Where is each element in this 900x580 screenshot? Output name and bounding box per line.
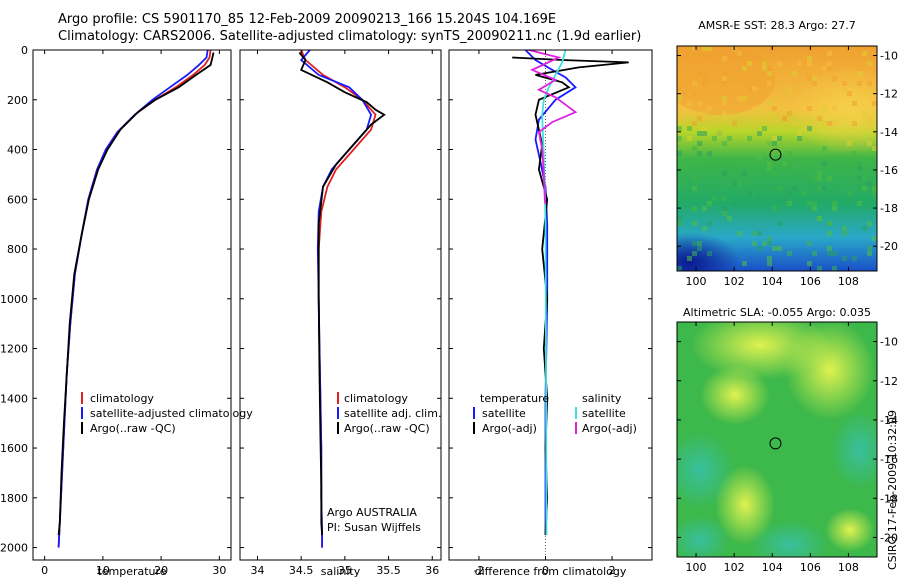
legend-label-argo: Argo(..raw -QC) — [344, 422, 430, 435]
salinity-profile-panel: 34 34.5 35 35.5 36 salinity — [239, 49, 442, 578]
x-axis-label: salinity — [321, 565, 361, 578]
map-y-tick-label: -10 — [880, 50, 898, 63]
x-tick-label: 34.5 — [289, 564, 314, 577]
series-line-climatology — [300, 49, 377, 548]
plot-frame — [448, 49, 653, 561]
map-y-tick-label: -20 — [880, 531, 898, 544]
map-x-tick-label: 106 — [800, 561, 821, 574]
x-tick-label: -2 — [473, 564, 484, 577]
x-tick-label: 20 — [154, 564, 168, 577]
legend-label-satellite-adj: satellite adj. clim. — [344, 407, 441, 420]
legend-label-argo: Argo(..raw -QC) — [90, 422, 176, 435]
legend-label-climatology: climatology — [90, 392, 154, 405]
credit-line-1: Argo AUSTRALIA — [327, 506, 417, 519]
map-y-tick-label: -16 — [880, 453, 898, 466]
legend-heading-salinity: salinity — [582, 392, 622, 405]
series-line-satellite-adjusted-climatology — [57, 49, 209, 548]
map-y-tick-label: -10 — [880, 336, 898, 349]
map-x-tick-label: 108 — [838, 275, 859, 288]
x-tick-label: 0 — [41, 564, 48, 577]
x-tick-label: 2 — [609, 564, 616, 577]
y-tick-label: 1400 — [0, 392, 28, 405]
sla-map-title: Altimetric SLA: -0.055 Argo: 0.035 — [683, 306, 871, 319]
temperature-legend: climatology satellite-adjusted climatolo… — [81, 392, 253, 435]
x-tick-label: 35 — [338, 564, 352, 577]
argo-position-marker — [769, 148, 782, 161]
x-tick-label: 35.5 — [376, 564, 401, 577]
legend-heading-temperature: temperature — [480, 392, 549, 405]
temperature-profile-panel: 0 10 20 30 0 200 400 600 800 1000 1200 1400 1600 1800… — [0, 44, 232, 578]
climatology-title: Climatology: CARS2006. Satellite-adjuste… — [58, 29, 642, 44]
series-line-satellite — [541, 49, 567, 536]
y-tick-label: 1200 — [0, 343, 28, 356]
map-y-tick-label: -14 — [880, 126, 898, 139]
plot-frame — [32, 49, 232, 561]
y-tick-label: 400 — [7, 144, 28, 157]
x-tick-label: 0 — [542, 564, 549, 577]
x-axis-label: difference from climatology — [475, 565, 627, 578]
sla-map-panel: Altimetric SLA: -0.055 Argo: 0.035 100 10… — [676, 306, 898, 574]
y-tick-label: 1600 — [0, 442, 28, 455]
map-x-tick-label: 100 — [686, 275, 707, 288]
map-y-tick-label: -18 — [880, 202, 898, 215]
map-x-tick-label: 102 — [724, 561, 745, 574]
y-tick-label: 1800 — [0, 492, 28, 505]
series-line-argo-adj — [512, 56, 629, 536]
credit-line-2: PI: Susan Wijffels — [327, 521, 421, 534]
y-tick-label: 800 — [7, 243, 28, 256]
y-tick-label: 600 — [7, 193, 28, 206]
series-line-argo-raw-qc — [57, 52, 215, 536]
y-tick-label: 0 — [21, 44, 28, 57]
legend-label-temp-argo: Argo(-adj) — [482, 422, 537, 435]
map-y-tick-label: -14 — [880, 414, 898, 427]
map-x-tick-label: 106 — [800, 275, 821, 288]
plot-frame — [239, 49, 442, 561]
map-x-tick-label: 102 — [724, 275, 745, 288]
series-line-argo-adj — [528, 49, 578, 205]
y-tick-label: 200 — [7, 94, 28, 107]
legend-label-temp-satellite: satellite — [482, 407, 526, 420]
legend-label-satellite-adjusted: satellite-adjusted climatology — [90, 407, 253, 420]
x-tick-label: 10 — [96, 564, 110, 577]
x-axis-label: temperature — [97, 565, 166, 578]
salinity-legend: climatology satellite adj. clim. Argo(..… — [327, 392, 441, 534]
sst-map-title: AMSR-E SST: 28.3 Argo: 27.7 — [698, 19, 856, 32]
map-y-tick-label: -18 — [880, 492, 898, 505]
map-y-tick-label: -16 — [880, 164, 898, 177]
legend-label-climatology: climatology — [344, 392, 408, 405]
legend-label-salt-argo: Argo(-adj) — [582, 422, 637, 435]
map-x-tick-label: 108 — [838, 561, 859, 574]
side-timestamp-label: CSIRO 17-Feb-2009 10:32:09 — [886, 410, 899, 570]
map-y-tick-label: -12 — [880, 88, 898, 101]
argo-position-marker — [769, 437, 782, 450]
series-line-climatology — [57, 49, 212, 548]
map-x-tick-label: 104 — [762, 561, 783, 574]
x-tick-label: 36 — [425, 564, 439, 577]
map-y-tick-label: -12 — [880, 375, 898, 388]
series-line-argo-raw-qc — [298, 51, 386, 536]
series-line-satellite-adj-clim — [299, 49, 373, 548]
map-x-tick-label: 104 — [762, 275, 783, 288]
legend-label-salt-satellite: satellite — [582, 407, 626, 420]
x-tick-label: 34 — [250, 564, 264, 577]
y-tick-label: 1000 — [0, 293, 28, 306]
sst-map-panel: AMSR-E SST: 28.3 Argo: 27.7 100 102 104 106… — [676, 19, 898, 288]
profile-title: Argo profile: CS 5901170_85 12-Feb-2009 … — [58, 12, 557, 27]
x-tick-label: 30 — [212, 564, 226, 577]
map-x-tick-label: 100 — [686, 561, 707, 574]
map-y-tick-label: -20 — [880, 240, 898, 253]
difference-legend: temperature satellite Argo(-adj) salinit… — [473, 392, 637, 435]
y-tick-label: 2000 — [0, 542, 28, 555]
